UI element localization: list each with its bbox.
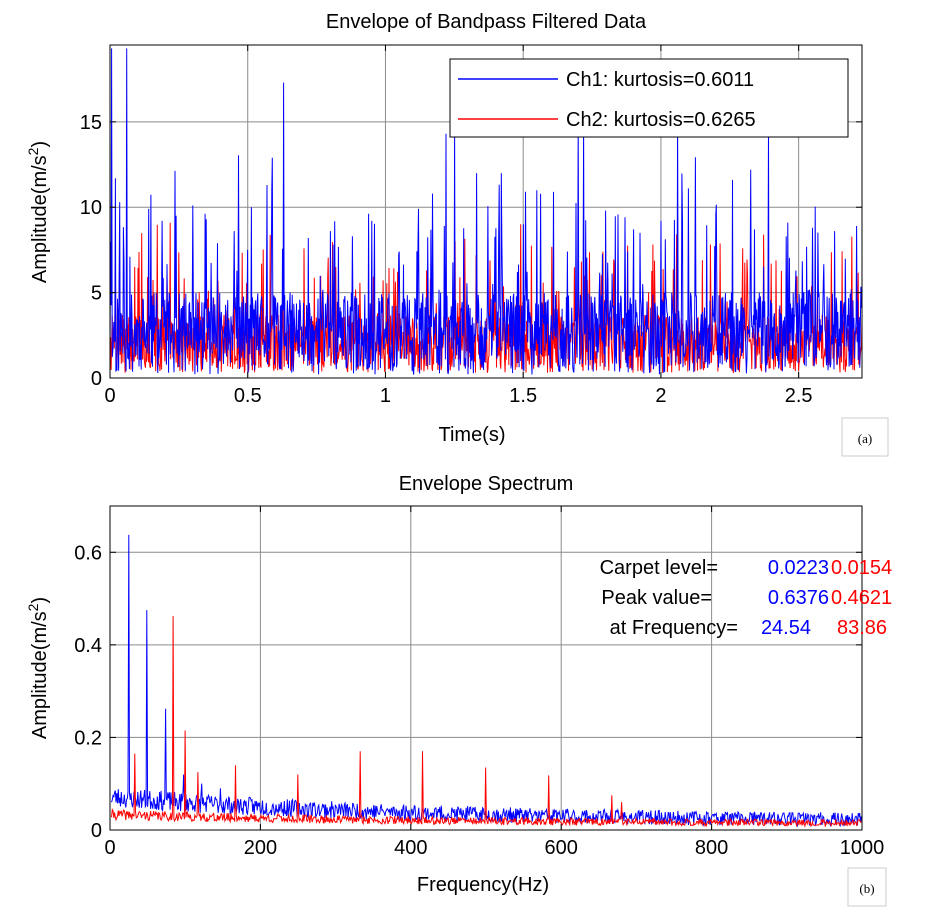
panel-a-label: (a): [858, 431, 872, 446]
peak-value-label: Peak value=: [601, 587, 712, 609]
carpet-level-label: Carpet level=: [600, 557, 718, 579]
panel-a: Envelope of Bandpass Filtered Data 0 0.5 1…: [25, 11, 889, 457]
y-tick-label: 5: [91, 283, 102, 305]
panel-a-ticks: 0 0.5 1 1.5 2 2.5 0 5 10 15: [80, 45, 862, 407]
panel-a-title: Envelope of Bandpass Filtered Data: [326, 11, 647, 33]
panel-b-annotations: Carpet level= 0.0223 0.0154 Peak value= …: [600, 557, 893, 639]
x-tick-label: 400: [394, 837, 427, 859]
y-tick-label: 10: [80, 197, 102, 219]
panel-a-ylabel: Amplitude(m/s2): [25, 141, 51, 283]
legend-ch1-label: Ch1: kurtosis=0.6011: [566, 69, 754, 91]
panel-b-label-box: [847, 867, 887, 907]
y-tick-label: 0: [91, 820, 102, 842]
panel-b-xlabel: Frequency(Hz): [417, 874, 549, 896]
x-tick-label: 200: [244, 837, 277, 859]
x-tick-label: 2: [655, 385, 666, 407]
panel-b-title: Envelope Spectrum: [399, 473, 574, 495]
x-tick-label: 2.5: [785, 385, 813, 407]
x-tick-label: 1000: [840, 837, 885, 859]
panel-b-ticks: 0 200 400 600 800 1000 0 0.2 0.4 0.6: [74, 506, 884, 859]
y-tick-label: 15: [80, 112, 102, 134]
panel-a-axes-box: [109, 44, 863, 379]
legend-ch2-label: Ch2: kurtosis=0.6265: [566, 109, 756, 131]
at-frequency-ch2: 83.86: [837, 617, 887, 639]
y-tick-label: 0.4: [74, 635, 102, 657]
x-tick-label: 1.5: [509, 385, 537, 407]
panel-a-label-box: [841, 417, 889, 457]
x-tick-label: 800: [695, 837, 728, 859]
legend-box: [449, 58, 849, 138]
panel-b-ch2-line: [111, 616, 863, 828]
panel-b: Envelope Spectrum 0 200 400 600 800 100000.20…: [25, 473, 893, 907]
at-frequency-label: at Frequency=: [610, 617, 738, 639]
x-tick-label: 600: [545, 837, 578, 859]
panel-a-xlabel: Time(s): [438, 424, 505, 446]
series-line-2: [111, 616, 863, 828]
x-tick-label: 0: [104, 385, 115, 407]
y-tick-label: 0: [91, 368, 102, 390]
x-tick-label: 1: [380, 385, 391, 407]
y-tick-label: 0.2: [74, 727, 102, 749]
panel-b-label: (b): [859, 881, 874, 896]
panel-b-grid: [110, 506, 862, 830]
series-line-1: [109, 48, 863, 375]
panel-b-axes-box: [109, 505, 863, 831]
peak-value-ch1: 0.6376: [768, 587, 829, 609]
panel-a-legend: Ch1: kurtosis=0.6011 Ch2: kurtosis=0.626…: [449, 58, 849, 138]
peak-value-ch2: 0.4621: [831, 587, 892, 609]
x-tick-label: 0: [104, 837, 115, 859]
x-tick-label: 0.5: [234, 385, 262, 407]
carpet-level-ch2: 0.0154: [831, 557, 892, 579]
y-tick-label: 0.6: [74, 542, 102, 564]
panel-b-ylabel: Amplitude(m/s2): [25, 597, 51, 739]
at-frequency-ch1: 24.54: [761, 617, 811, 639]
panel-a-ch1-line: [109, 48, 863, 375]
carpet-level-ch1: 0.0223: [768, 557, 829, 579]
